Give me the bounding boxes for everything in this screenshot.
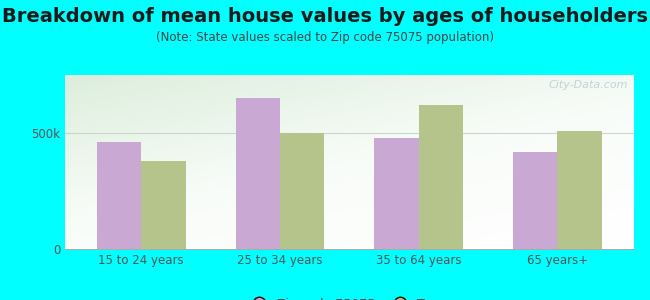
Bar (141, 161, 186, 249)
Text: Breakdown of mean house values by ages of householders: Breakdown of mean house values by ages o… (2, 8, 648, 26)
Text: (Note: State values scaled to Zip code 75075 population): (Note: State values scaled to Zip code 7… (156, 32, 494, 44)
Bar (280, 133, 324, 249)
Bar (235, 98, 280, 249)
Bar (97, 142, 141, 249)
Bar (374, 138, 419, 249)
Text: City-Data.com: City-Data.com (549, 80, 628, 90)
Bar (513, 152, 558, 249)
Legend: Zip code 75075, Texas: Zip code 75075, Texas (242, 293, 457, 300)
Bar (558, 131, 602, 249)
Bar (419, 105, 463, 249)
